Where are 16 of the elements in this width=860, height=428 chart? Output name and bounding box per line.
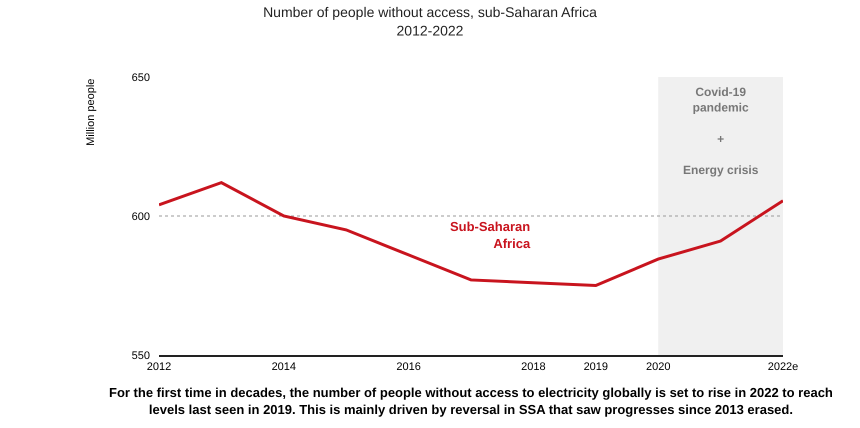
y-axis-title: Million people (84, 78, 97, 146)
series-label: Sub-Saharan Africa (450, 219, 531, 251)
text: Covid-19 pandemic + Energy crisis (683, 85, 758, 177)
y-tick-label: 600 (132, 210, 150, 223)
line-series (159, 181, 783, 287)
x-tick-label: 2012 (146, 361, 172, 374)
chart-title: Number of people without access, sub-Saharan Africa 2012-2022 (263, 4, 598, 38)
y-tick-label: 550 (132, 350, 150, 362)
x-tick-label: 2019 (584, 361, 608, 374)
y-tick-label: 650 (132, 72, 150, 84)
x-tick-label: 2022e (768, 361, 798, 374)
text: For the first time in decades, the number of people without access to electricity globally is set to rise in 2022 to reach levels last seen in 2019. This is mainly driven by reversal in SSA that saw progresses since 2013 erased. (109, 385, 833, 417)
x-tick-label: 2020 (646, 361, 670, 374)
x-tick-label: 2016 (396, 361, 421, 374)
x-tick-label: 2018 (521, 361, 546, 374)
x-tick-label: 2014 (272, 361, 296, 374)
